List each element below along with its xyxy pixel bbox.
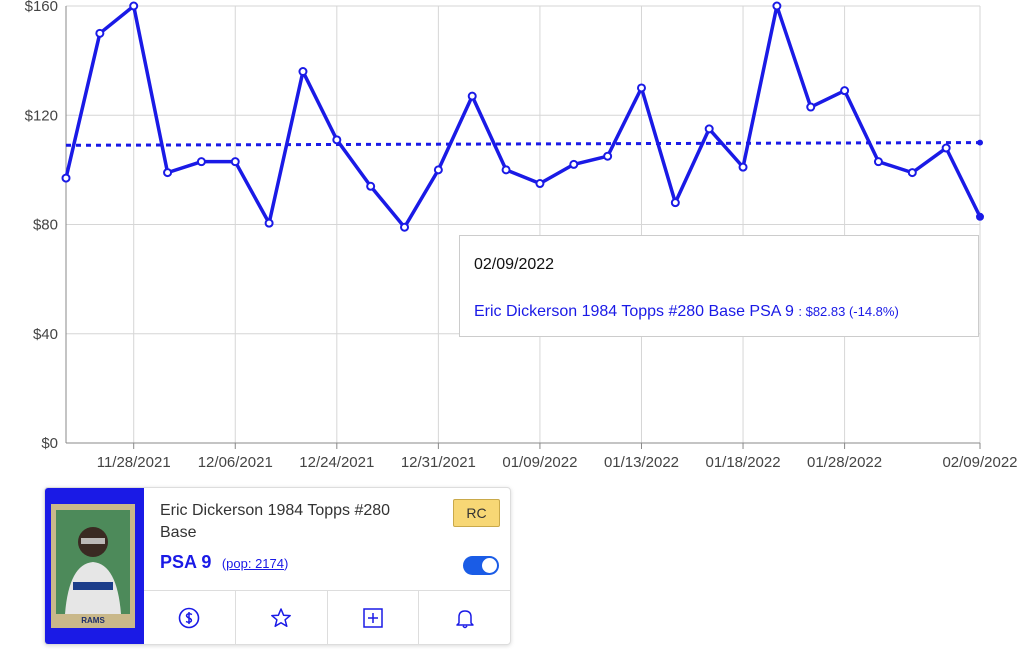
alert-button[interactable] <box>419 591 510 644</box>
data-point <box>941 143 951 153</box>
x-tick-label: 12/24/2021 <box>299 454 374 471</box>
data-point <box>298 67 308 77</box>
data-point <box>163 168 173 178</box>
data-point <box>400 222 410 232</box>
x-tick-label: 12/31/2021 <box>401 454 476 471</box>
data-point <box>230 157 240 167</box>
price-line <box>64 4 982 229</box>
data-point <box>332 135 342 145</box>
x-tick-label: 01/28/2022 <box>807 454 882 471</box>
tooltip-entry: Eric Dickerson 1984 Topps #280 Base PSA … <box>474 303 899 321</box>
card-team: RAMS <box>81 616 105 625</box>
tooltip: 02/09/2022 Eric Dickerson 1984 Topps #28… <box>459 235 979 337</box>
data-point <box>670 198 680 208</box>
data-point <box>603 151 613 161</box>
tooltip-detail: : $82.83 (-14.8%) <box>798 304 899 319</box>
data-point <box>976 212 984 221</box>
action-row <box>144 590 510 644</box>
data-point <box>433 165 443 175</box>
data-point <box>738 162 748 172</box>
data-point <box>95 28 105 38</box>
x-tick-label: 12/06/2021 <box>198 454 273 471</box>
pop-close: ) <box>284 556 289 571</box>
rc-badge: RC <box>453 499 500 527</box>
reference-line <box>65 141 981 147</box>
x-tick-label: 11/28/2021 <box>97 454 171 471</box>
add-button[interactable] <box>328 591 420 644</box>
tooltip-date: 02/09/2022 <box>474 256 555 273</box>
pop: (pop: 2174) <box>222 556 289 571</box>
pop-link[interactable]: pop: 2174 <box>226 556 284 571</box>
y-tick-label: $160 <box>25 0 58 15</box>
toggle-knob <box>482 558 497 573</box>
tooltip-name: Eric Dickerson 1984 Topps #280 Base PSA … <box>474 303 794 320</box>
add-icon <box>363 608 383 628</box>
data-point <box>366 181 376 191</box>
data-point <box>704 124 714 134</box>
x-tick-label: 01/09/2022 <box>502 454 577 471</box>
data-point <box>264 218 274 228</box>
card-title: Eric Dickerson 1984 Topps #280 Base <box>160 502 391 541</box>
data-point <box>636 83 646 93</box>
chart: $0 $40 $80 $120 $160 11/28/2021 12/06/2021 12/2… <box>25 0 1018 471</box>
x-tick-label: 01/18/2022 <box>705 454 780 471</box>
toggle[interactable] <box>463 556 499 575</box>
data-point <box>772 1 782 11</box>
y-tick-label: $0 <box>41 435 58 452</box>
stripe <box>73 582 113 590</box>
data-point <box>129 1 139 11</box>
data-point <box>196 157 206 167</box>
y-tick-label: $80 <box>33 217 58 234</box>
card[interactable]: RAMS Eric Dickerson 1984 Topps #280 Base… <box>44 487 511 645</box>
favorite-button[interactable] <box>236 591 328 644</box>
data-point <box>501 165 511 175</box>
data-point <box>907 168 917 178</box>
grade: PSA 9 <box>160 552 212 572</box>
pop-open: ( <box>221 556 227 571</box>
card-image[interactable]: RAMS <box>51 504 135 628</box>
price-button[interactable] <box>144 591 236 644</box>
x-tick-label: 01/13/2022 <box>604 454 679 471</box>
star-icon <box>271 608 292 628</box>
y-tick-label: $40 <box>33 326 58 343</box>
data-point <box>535 179 545 189</box>
price-icon <box>179 607 200 629</box>
y-tick-label: $120 <box>25 107 58 124</box>
data-point <box>467 91 477 101</box>
data-point <box>569 159 579 169</box>
bell-icon <box>455 610 474 629</box>
grade-row: PSA 9 (pop: 2174) <box>160 552 288 573</box>
reference-end <box>977 139 983 146</box>
data-point <box>873 157 883 167</box>
goggles <box>81 538 105 544</box>
x-tick-label: 02/09/2022 <box>942 454 1017 471</box>
data-point <box>61 173 71 183</box>
card-image-panel: RAMS <box>45 488 144 644</box>
data-point <box>840 86 850 96</box>
data-point <box>806 102 816 112</box>
